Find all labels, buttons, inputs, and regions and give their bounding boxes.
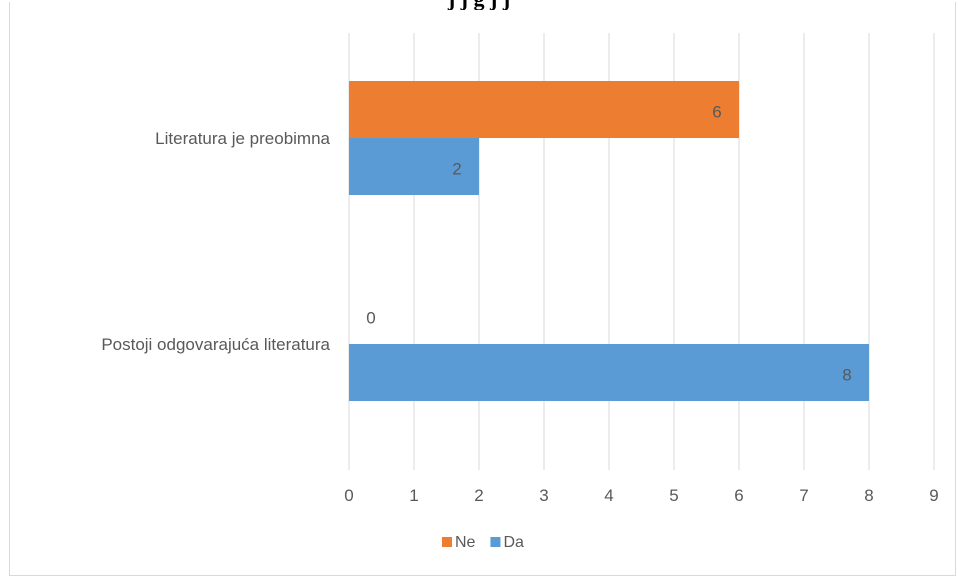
- chart-frame: [9, 2, 956, 576]
- category-label: Literatura je preobimna: [155, 129, 330, 148]
- bar-ne-0: [349, 81, 739, 138]
- bar-da-0: [349, 138, 479, 195]
- x-tick-label: 5: [669, 486, 678, 505]
- data-labels: 6 2 0 8: [366, 103, 851, 385]
- x-tick-label: 7: [799, 486, 808, 505]
- x-tick-label: 1: [409, 486, 418, 505]
- data-label: 0: [366, 309, 375, 328]
- category-label: Postoji odgovarajuća literatura: [101, 335, 330, 354]
- bars: [349, 81, 869, 401]
- x-tick-label: 3: [539, 486, 548, 505]
- data-label: 2: [452, 160, 461, 179]
- x-tick-label: 4: [604, 486, 613, 505]
- legend: Ne Da: [442, 534, 524, 551]
- x-tick-label: 6: [734, 486, 743, 505]
- category-labels: Literatura je preobimna Postoji odgovaraj…: [101, 129, 330, 354]
- x-tick-label: 2: [474, 486, 483, 505]
- x-tick-label: 0: [344, 486, 353, 505]
- legend-label: Ne: [455, 534, 476, 551]
- chart-title-clipped: j j g j j: [0, 0, 958, 10]
- legend-label: Da: [503, 534, 524, 551]
- data-label: 6: [712, 103, 721, 122]
- x-tick-labels: 0 1 2 3 4 5 6 7 8 9: [344, 486, 938, 505]
- legend-swatch-da: [490, 537, 501, 547]
- x-tick-label: 8: [864, 486, 873, 505]
- bar-da-1: [349, 344, 869, 401]
- legend-swatch-ne: [442, 537, 452, 547]
- data-label: 8: [842, 366, 851, 385]
- x-tick-label: 9: [929, 486, 938, 505]
- chart-title: j j g j j: [0, 0, 958, 10]
